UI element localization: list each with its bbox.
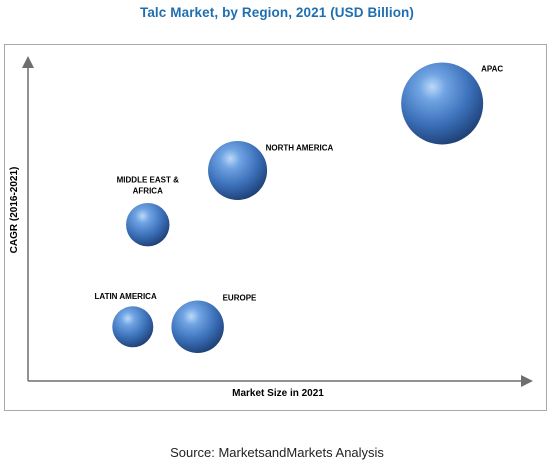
bubble-north-america <box>208 140 268 200</box>
bubble-label-apac: APAC <box>481 64 503 73</box>
bubble-latin-america <box>112 306 154 348</box>
bubble-label-north-america: NORTH AMERICA <box>266 143 334 152</box>
bubble-label-latin-america: LATIN AMERICA <box>95 292 157 301</box>
chart-frame <box>4 44 547 411</box>
source-note: Source: MarketsandMarkets Analysis <box>170 445 384 460</box>
bubble-europe <box>171 300 224 354</box>
chart-title: Talc Market, by Region, 2021 (USD Billio… <box>139 5 414 20</box>
y-axis-label: CAGR (2016-2021) <box>9 167 20 254</box>
x-axis-label: Market Size in 2021 <box>232 388 324 399</box>
bubble-label-middle-east-and-africa: MIDDLE EAST & AFRICA <box>117 175 179 195</box>
bubble-label-europe: EUROPE <box>223 294 257 303</box>
bubbles-layer: APAC NORTH AMERICA MIDDLE EAST & AFRICA LATI… <box>95 62 503 354</box>
bubble-middle-east-and-africa <box>126 202 170 247</box>
bubble-apac <box>401 62 484 145</box>
